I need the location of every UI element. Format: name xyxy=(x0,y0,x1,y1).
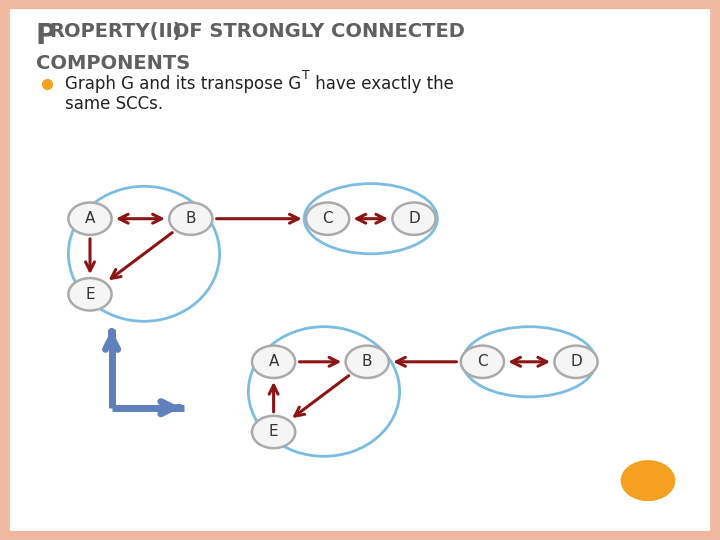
Circle shape xyxy=(252,416,295,448)
Circle shape xyxy=(169,202,212,235)
Circle shape xyxy=(306,202,349,235)
Circle shape xyxy=(68,278,112,310)
Text: OF STRONGLY CONNECTED: OF STRONGLY CONNECTED xyxy=(166,22,464,40)
Circle shape xyxy=(392,202,436,235)
Text: B: B xyxy=(362,354,372,369)
Text: B: B xyxy=(186,211,196,226)
Text: Graph G and its transpose G: Graph G and its transpose G xyxy=(65,75,301,93)
Text: A: A xyxy=(85,211,95,226)
Text: COMPONENTS: COMPONENTS xyxy=(36,54,190,73)
Text: T: T xyxy=(302,69,310,82)
Text: have exactly the: have exactly the xyxy=(310,75,454,93)
Text: P: P xyxy=(36,22,56,50)
Circle shape xyxy=(346,346,389,378)
Circle shape xyxy=(621,460,675,501)
Text: E: E xyxy=(85,287,95,302)
Circle shape xyxy=(461,346,504,378)
Text: C: C xyxy=(477,354,487,369)
Text: E: E xyxy=(269,424,279,440)
Circle shape xyxy=(68,202,112,235)
Text: D: D xyxy=(408,211,420,226)
Text: D: D xyxy=(570,354,582,369)
Circle shape xyxy=(554,346,598,378)
Circle shape xyxy=(252,346,295,378)
Text: ROPERTY(II): ROPERTY(II) xyxy=(49,22,181,40)
Text: C: C xyxy=(323,211,333,226)
Text: same SCCs.: same SCCs. xyxy=(65,94,163,113)
Text: A: A xyxy=(269,354,279,369)
